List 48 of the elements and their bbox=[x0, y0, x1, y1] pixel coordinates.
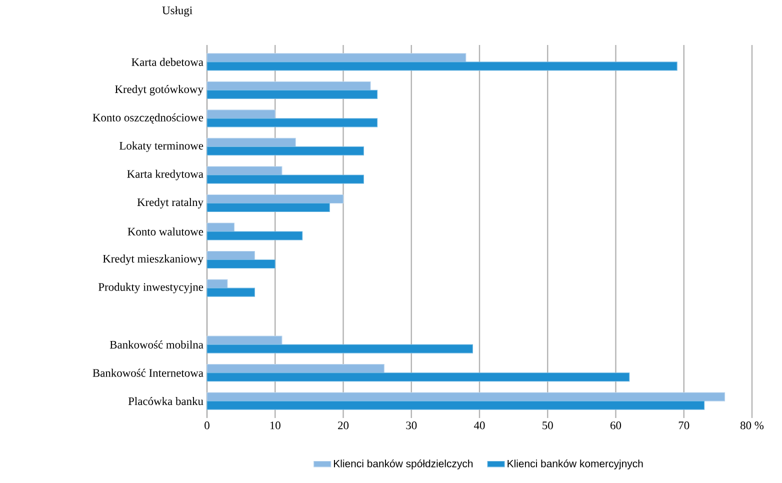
bar bbox=[206, 364, 384, 374]
y-tick-label: Kredyt ratalny bbox=[137, 198, 204, 208]
bar bbox=[206, 392, 726, 402]
bar bbox=[206, 336, 282, 345]
y-tick-label: Kredyt mieszkaniowy bbox=[102, 254, 204, 265]
x-tick-label: 30 bbox=[406, 422, 417, 430]
y-tick-label: Placówka banku bbox=[128, 397, 204, 406]
bar bbox=[206, 202, 330, 212]
legend-label: Klienci banków spółdzielczych bbox=[334, 459, 473, 470]
y-tick-label: Karta kredytowa bbox=[127, 170, 204, 180]
bar bbox=[206, 288, 255, 297]
bar bbox=[206, 279, 228, 288]
bar bbox=[206, 146, 364, 156]
bar bbox=[206, 174, 364, 184]
bar bbox=[206, 231, 303, 240]
x-tick-label: 80 % bbox=[740, 422, 764, 430]
bar bbox=[206, 138, 296, 148]
x-tick-label: 70 bbox=[678, 422, 690, 430]
x-tick-label: 40 bbox=[474, 422, 485, 430]
y-tick-label: Karta debetowa bbox=[132, 58, 204, 66]
y-tick-label: Konto walutowe bbox=[128, 227, 204, 236]
bar bbox=[206, 372, 630, 382]
bar bbox=[206, 250, 255, 260]
bar bbox=[206, 222, 235, 232]
bar bbox=[206, 90, 378, 100]
bar bbox=[206, 166, 282, 176]
y-tick-label: Bankowość mobilna bbox=[110, 340, 204, 349]
legend-label: Klienci banków komercyjnych bbox=[508, 459, 643, 470]
bar bbox=[206, 62, 678, 71]
y-tick-label: Kredyt gotówkowy bbox=[115, 84, 204, 96]
bar bbox=[206, 110, 276, 119]
y-tick-label: Konto oszczędnościowe bbox=[92, 113, 204, 124]
x-tick-label: 50 bbox=[542, 422, 553, 430]
y-tick-label: Lokaty terminowe bbox=[119, 142, 204, 152]
bar bbox=[206, 53, 466, 62]
bar bbox=[206, 118, 378, 128]
bar bbox=[206, 194, 344, 204]
x-tick-label: 0 bbox=[204, 422, 210, 430]
x-tick-label: 60 bbox=[610, 422, 622, 430]
x-tick-label: 20 bbox=[338, 422, 349, 430]
bar bbox=[206, 344, 473, 354]
y-axis-title: Usługi bbox=[162, 6, 192, 17]
bar bbox=[206, 81, 371, 91]
bar bbox=[206, 400, 705, 410]
x-tick-label: 10 bbox=[270, 422, 280, 430]
y-tick-label: Produkty inwestycyjne bbox=[98, 282, 204, 294]
y-tick-label: Bankowość Internetowa bbox=[92, 368, 204, 377]
bar bbox=[206, 259, 276, 269]
